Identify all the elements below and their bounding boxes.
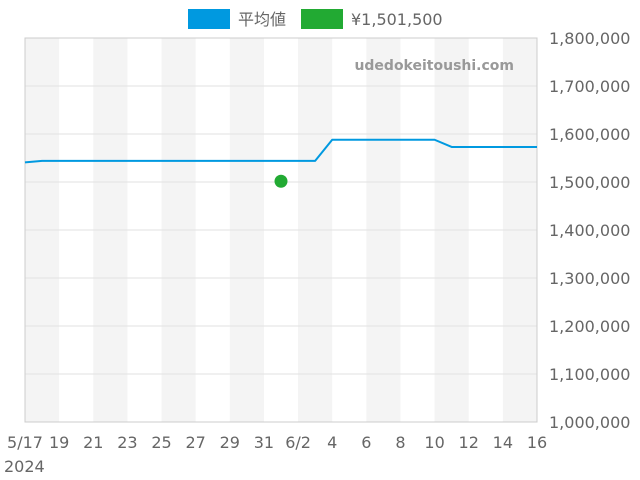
legend-swatch-price-point: [301, 9, 343, 29]
y-tick-label: 1,100,000: [549, 365, 630, 384]
y-tick-label: 1,400,000: [549, 221, 630, 240]
average-price-line: [24, 138, 537, 164]
x-tick-label: 27: [185, 433, 205, 452]
y-tick-label: 1,200,000: [549, 317, 630, 336]
watermark: udedokeitoushi.com: [354, 58, 514, 74]
x-tick-label: 6: [361, 433, 371, 452]
x-axis-year-label: 2024: [4, 457, 45, 476]
y-tick-label: 1,000,000: [549, 413, 630, 432]
price-point-marker: [274, 174, 288, 188]
x-tick-label: 23: [117, 433, 137, 452]
x-tick-label: 10: [424, 433, 444, 452]
y-tick-label: 1,700,000: [549, 77, 630, 96]
x-tick-label: 31: [254, 433, 274, 452]
plot-frame: [24, 37, 538, 423]
x-tick-label: 8: [395, 433, 405, 452]
x-tick-label: 4: [327, 433, 337, 452]
legend-label-price-point: ¥1,501,500: [351, 10, 443, 29]
x-tick-label: 16: [527, 433, 547, 452]
x-tick-label: 6/2: [285, 433, 311, 452]
x-tick-label: 25: [151, 433, 171, 452]
x-tick-label: 12: [459, 433, 479, 452]
legend-swatch-average: [188, 9, 230, 29]
legend-label-average: 平均値: [238, 10, 286, 29]
legend: 平均値 ¥1,501,500: [188, 9, 443, 29]
y-axis-ticks: 1,000,000 1,100,000 1,200,000 1,300,000 1,40…: [549, 29, 630, 432]
x-tick-label: 5/17: [7, 433, 43, 452]
x-tick-label: 14: [493, 433, 513, 452]
y-tick-label: 1,300,000: [549, 269, 630, 288]
series-layer: [24, 138, 537, 188]
x-tick-label: 19: [49, 433, 69, 452]
x-axis-ticks: 5/17 19 21 23 25 27 29 31 6/2 4 6 8 10 12 14 16: [7, 433, 547, 452]
y-tick-label: 1,600,000: [549, 125, 630, 144]
x-tick-label: 29: [220, 433, 240, 452]
y-tick-label: 1,500,000: [549, 173, 630, 192]
x-tick-label: 21: [83, 433, 103, 452]
y-tick-label: 1,800,000: [549, 29, 630, 48]
